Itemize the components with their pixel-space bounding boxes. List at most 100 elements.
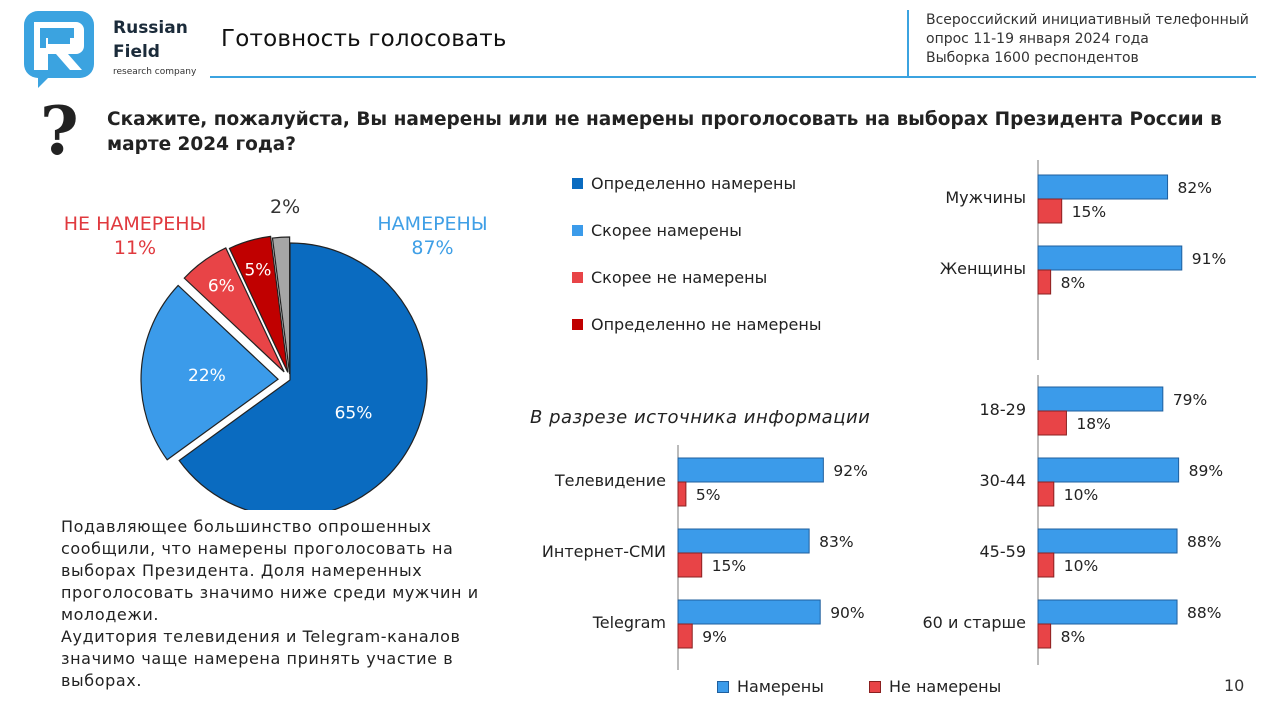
question-mark-icon: ?	[40, 92, 79, 170]
bottom-legend-yes: Намерены	[717, 677, 824, 696]
legend-swatch-light-blue	[572, 224, 583, 236]
bar-not-intend	[677, 481, 687, 507]
survey-line-2: опрос 11-19 января 2024 года	[926, 31, 1149, 47]
bar-value-label: 8%	[1061, 274, 1086, 292]
pie-slice	[228, 235, 289, 373]
other-value: 2%	[270, 196, 301, 218]
header-underline	[210, 76, 1256, 78]
legend-label: Скорее не намерены	[591, 267, 768, 287]
bar-value-label: 88%	[1187, 604, 1221, 622]
bar-not-intend	[677, 552, 703, 578]
legend-label-yes: Намерены	[737, 677, 824, 696]
bar-value-label: 88%	[1187, 533, 1221, 551]
summary-paragraph-1: Подавляющее большинство опрошенных сообщ…	[61, 517, 479, 624]
bar-value-label: 10%	[1064, 557, 1098, 575]
summary-text: Подавляющее большинство опрошенных сообщ…	[61, 516, 501, 692]
legend-item-1: Определенно намерены	[572, 171, 822, 195]
pie-slice	[140, 284, 279, 461]
bar-not-intend	[1037, 269, 1052, 295]
intend-label: НАМЕРЕНЫ	[377, 213, 488, 235]
pie-slice-label: 5%	[244, 261, 271, 281]
legend-label: Скорее намерены	[591, 220, 742, 240]
pie-slice-label: 65%	[335, 403, 373, 423]
page-number: 10	[1224, 676, 1245, 695]
legend-item-2: Скорее намерены	[572, 218, 822, 242]
bar-intend	[1037, 245, 1183, 271]
bar-intend	[677, 457, 824, 483]
bar-value-label: 18%	[1076, 415, 1110, 433]
bar-intend	[1037, 174, 1169, 200]
pie-legend: Определенно намерены Скорее намерены Ско…	[572, 171, 822, 336]
survey-line-1: Всероссийский инициативный телефонный	[926, 12, 1249, 28]
legend-swatch-red	[869, 680, 881, 693]
pie-slice-label: 6%	[208, 276, 235, 296]
bar-value-label: 89%	[1189, 462, 1223, 480]
bar-value-label: 79%	[1173, 391, 1207, 409]
pie-slice	[178, 242, 428, 510]
legend-label-no: Не намерены	[889, 677, 1002, 696]
category-label: 45-59	[980, 542, 1027, 561]
legend-swatch-light-red	[572, 271, 583, 283]
age-bar-chart: 18-29 79% 18% 30-44 89% 10% 45-59 88% 10% 60 и ст…	[923, 375, 1223, 665]
bar-value-label: 83%	[819, 533, 853, 551]
bar-not-intend	[677, 623, 693, 649]
bar-value-label: 5%	[696, 486, 721, 504]
bar-value-label: 92%	[833, 462, 867, 480]
category-label: Мужчины	[945, 188, 1026, 207]
category-label: 60 и старше	[923, 613, 1027, 632]
category-label: 30-44	[980, 471, 1027, 490]
bar-not-intend	[1037, 410, 1067, 436]
bottom-legend-no: Не намерены	[869, 677, 1001, 696]
legend-label: Определенно намерены	[591, 173, 797, 193]
bar-not-intend	[1037, 623, 1052, 649]
bar-value-label: 91%	[1192, 250, 1226, 268]
bar-value-label: 8%	[1061, 628, 1086, 646]
bar-intend	[677, 528, 810, 554]
survey-line-3: Выборка 1600 респондентов	[926, 50, 1139, 66]
intend-caption: НАМЕРЕНЫ 87%	[360, 212, 505, 260]
bar-value-label: 15%	[712, 557, 746, 575]
gender-bar-chart: Мужчины 82% 15% Женщины 91% 8%	[940, 160, 1226, 360]
bar-not-intend	[1037, 481, 1055, 507]
not-intend-value: 11%	[113, 237, 157, 259]
bar-not-intend	[1037, 552, 1055, 578]
bar-value-label: 15%	[1072, 203, 1106, 221]
not-intend-caption: НЕ НАМЕРЕНЫ 11%	[55, 212, 215, 260]
logo	[22, 8, 98, 88]
bar-value-label: 82%	[1178, 179, 1212, 197]
category-label: Женщины	[940, 259, 1026, 278]
logo-subtitle: research company	[113, 67, 197, 77]
legend-swatch-dark-blue	[572, 177, 583, 189]
logo-name-line1: Russian	[113, 18, 188, 38]
legend-item-4: Определенно не намерены	[572, 312, 822, 336]
bar-intend	[1037, 457, 1180, 483]
legend-item-3: Скорее не намерены	[572, 265, 822, 289]
pie-slice-label: 22%	[188, 366, 226, 386]
category-label: Телевидение	[554, 471, 666, 490]
bar-intend	[1037, 528, 1178, 554]
bar-intend	[1037, 599, 1178, 625]
logo-name-line2: Field	[113, 42, 160, 62]
summary-paragraph-2: Аудитория телевидения и Telegram-каналов…	[61, 627, 461, 690]
pie-slice	[183, 247, 285, 373]
category-label: 18-29	[980, 400, 1027, 419]
pie-chart: 65% 22% 6% 5%	[140, 235, 428, 510]
question-text: Скажите, пожалуйста, Вы намерены или не …	[107, 109, 1222, 155]
page-title: Готовность голосовать	[221, 26, 507, 52]
bar-value-label: 10%	[1064, 486, 1098, 504]
not-intend-label: НЕ НАМЕРЕНЫ	[63, 213, 207, 235]
source-subtitle: В разрезе источника информации	[530, 407, 871, 428]
header-divider	[907, 10, 909, 76]
bar-intend	[1037, 386, 1164, 412]
category-label: Интернет-СМИ	[542, 542, 666, 561]
pie-slice	[271, 236, 291, 375]
survey-info: Всероссийский инициативный телефонный оп…	[926, 11, 1249, 68]
intend-value: 87%	[411, 237, 454, 259]
legend-swatch-dark-red	[572, 318, 583, 330]
legend-label: Определенно не намерены	[591, 314, 822, 334]
source-bar-chart: Телевидение 92% 5% Интернет-СМИ 83% 15% Telegr…	[542, 445, 868, 670]
bar-not-intend	[1037, 198, 1063, 224]
logo-mark-icon	[24, 11, 94, 88]
legend-swatch-blue	[717, 680, 729, 693]
bar-value-label: 9%	[702, 628, 727, 646]
